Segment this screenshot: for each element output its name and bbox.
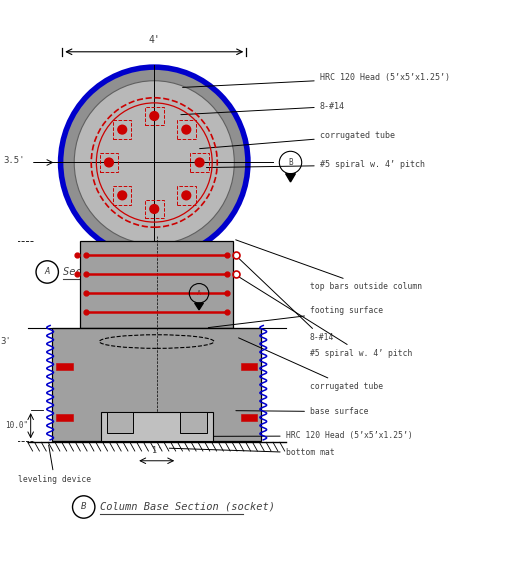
Circle shape [105, 158, 113, 167]
Circle shape [195, 158, 204, 167]
Text: leveling device: leveling device [18, 445, 91, 484]
Text: base surface: base surface [235, 407, 368, 416]
Text: 3': 3' [0, 337, 11, 346]
Text: 1': 1' [152, 446, 162, 455]
Circle shape [182, 125, 190, 134]
Text: Sectional Plan: Sectional Plan [63, 267, 150, 277]
Text: corrugated tube: corrugated tube [199, 131, 394, 149]
Text: 10.0": 10.0" [5, 421, 28, 430]
Bar [240, 363, 257, 370]
Bar [80, 241, 233, 328]
Circle shape [118, 125, 126, 134]
Bar [56, 414, 72, 421]
Bar [100, 412, 212, 441]
Text: B: B [81, 502, 86, 512]
Text: A: A [196, 290, 201, 297]
Text: bottom mat: bottom mat [169, 448, 334, 457]
Text: HRC 120 Head (5’x5’x1.25’): HRC 120 Head (5’x5’x1.25’) [181, 431, 412, 440]
Polygon shape [194, 303, 203, 310]
Text: footing surface: footing surface [208, 306, 382, 328]
Bar [180, 412, 207, 432]
Circle shape [182, 191, 190, 200]
Text: A: A [44, 268, 50, 276]
Ellipse shape [74, 81, 234, 244]
Circle shape [149, 205, 159, 213]
Circle shape [118, 191, 126, 200]
Bar [107, 412, 133, 432]
Text: #5 spiral w. 4’ pitch: #5 spiral w. 4’ pitch [206, 161, 424, 169]
Text: 3.5': 3.5' [4, 155, 25, 165]
Text: Column Base Section (socket): Column Base Section (socket) [99, 502, 274, 512]
Ellipse shape [61, 67, 247, 258]
Text: #5 spiral w. 4’ pitch: #5 spiral w. 4’ pitch [239, 277, 412, 358]
Text: HRC 120 Head (5’x5’x1.25’): HRC 120 Head (5’x5’x1.25’) [182, 73, 449, 87]
Bar [56, 363, 72, 370]
Bar [240, 414, 257, 421]
Text: corrugated tube: corrugated tube [238, 338, 382, 391]
Text: 4': 4' [148, 35, 160, 46]
Text: 8-#14: 8-#14 [238, 258, 334, 342]
Bar [52, 328, 261, 441]
Circle shape [149, 112, 159, 120]
Text: 8-#14: 8-#14 [180, 102, 344, 114]
Text: top bars outside column: top bars outside column [235, 240, 421, 291]
Text: B: B [288, 158, 292, 167]
Polygon shape [285, 173, 295, 182]
